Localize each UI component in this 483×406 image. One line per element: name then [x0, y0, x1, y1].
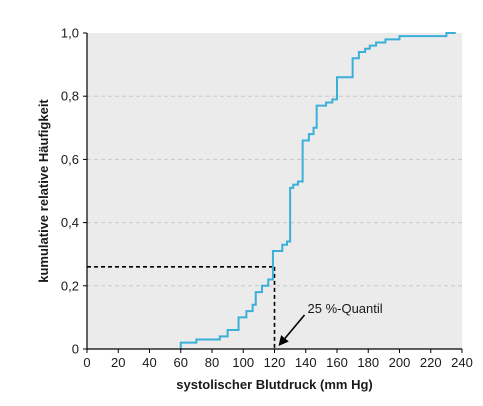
y-tick-label: 0,8 [61, 89, 79, 104]
x-tick-labels: 0 20 40 60 80 100 120 140 160 180 200 220 240 [83, 355, 472, 370]
axes [83, 32, 463, 353]
x-tick-label: 40 [142, 355, 156, 370]
x-axis-label: systolischer Blutdruck (mm Hg) [176, 377, 373, 392]
y-tick-labels: 0 0,2 0,4 0,6 0,8 1,0 [61, 26, 79, 357]
x-tick-label: 120 [264, 355, 286, 370]
quantile-annotation: 25 %-Quantil [278, 301, 383, 346]
x-tick-label: 140 [295, 355, 317, 370]
x-tick-label: 20 [111, 355, 125, 370]
x-tick-label: 0 [83, 355, 90, 370]
y-tick-label: 0 [72, 342, 79, 357]
x-tick-label: 220 [420, 355, 442, 370]
x-tick-label: 80 [205, 355, 219, 370]
y-axis-label: kumulative relative Häufigkeit [36, 99, 51, 283]
x-tick-label: 180 [357, 355, 379, 370]
series-step-line [179, 32, 456, 349]
annotation-arrowhead [278, 335, 289, 346]
y-tick-label: 0,4 [61, 215, 79, 230]
y-tick-label: 0,2 [61, 278, 79, 293]
plot-background [87, 33, 462, 349]
reference-lines [87, 266, 276, 349]
y-tick-label: 0,6 [61, 152, 79, 167]
annotation-arrow [284, 314, 306, 339]
x-tick-label: 60 [174, 355, 188, 370]
y-tick-label: 1,0 [61, 26, 79, 41]
annotation-label: 25 %-Quantil [308, 301, 383, 316]
x-tick-label: 240 [451, 355, 473, 370]
x-tick-label: 200 [389, 355, 411, 370]
x-tick-label: 160 [326, 355, 348, 370]
x-tick-label: 100 [232, 355, 254, 370]
